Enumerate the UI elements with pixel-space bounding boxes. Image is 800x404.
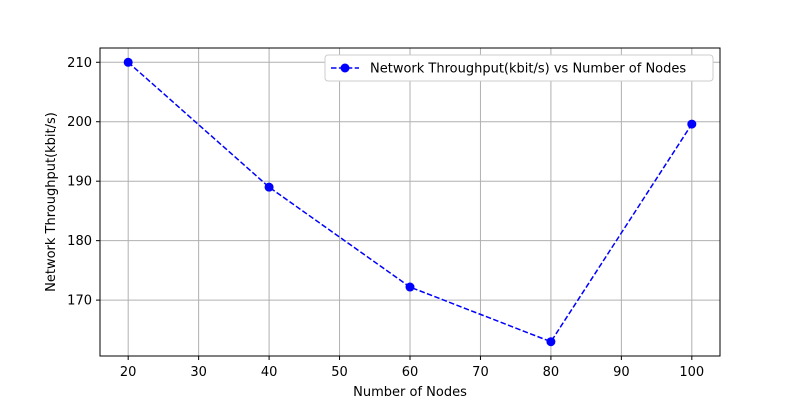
y-axis-label: Network Throughput(kbit/s) [44,112,59,292]
x-tick-label: 90 [613,365,630,380]
y-tick-label: 170 [67,294,92,309]
x-tick-label: 60 [402,365,419,380]
x-axis-label: Number of Nodes [353,385,467,400]
y-tick-label: 180 [67,234,92,249]
legend-marker [340,63,350,73]
y-tick-label: 210 [67,56,92,71]
x-tick-label: 50 [331,365,348,380]
x-tick-label: 100 [679,365,704,380]
legend-label: Network Throughput(kbit/s) vs Number of … [370,62,686,77]
x-tick-label: 40 [261,365,278,380]
data-point [546,337,556,347]
series-layer [123,57,697,347]
x-tick-label: 80 [543,365,560,380]
data-point [264,182,274,192]
data-point [405,282,415,292]
data-point [123,57,133,67]
legend-box [324,54,714,82]
y-tick-label: 200 [67,115,92,130]
x-tick-label: 70 [472,365,489,380]
data-point [687,119,697,129]
legend: Network Throughput(kbit/s) vs Number of … [324,54,714,82]
ticks: 20 30 40 50 60 70 80 90 100 170 180 190 200 210 [67,56,704,380]
x-tick-label: 20 [120,365,137,380]
x-tick-label: 30 [190,365,207,380]
y-tick-label: 190 [67,175,92,190]
